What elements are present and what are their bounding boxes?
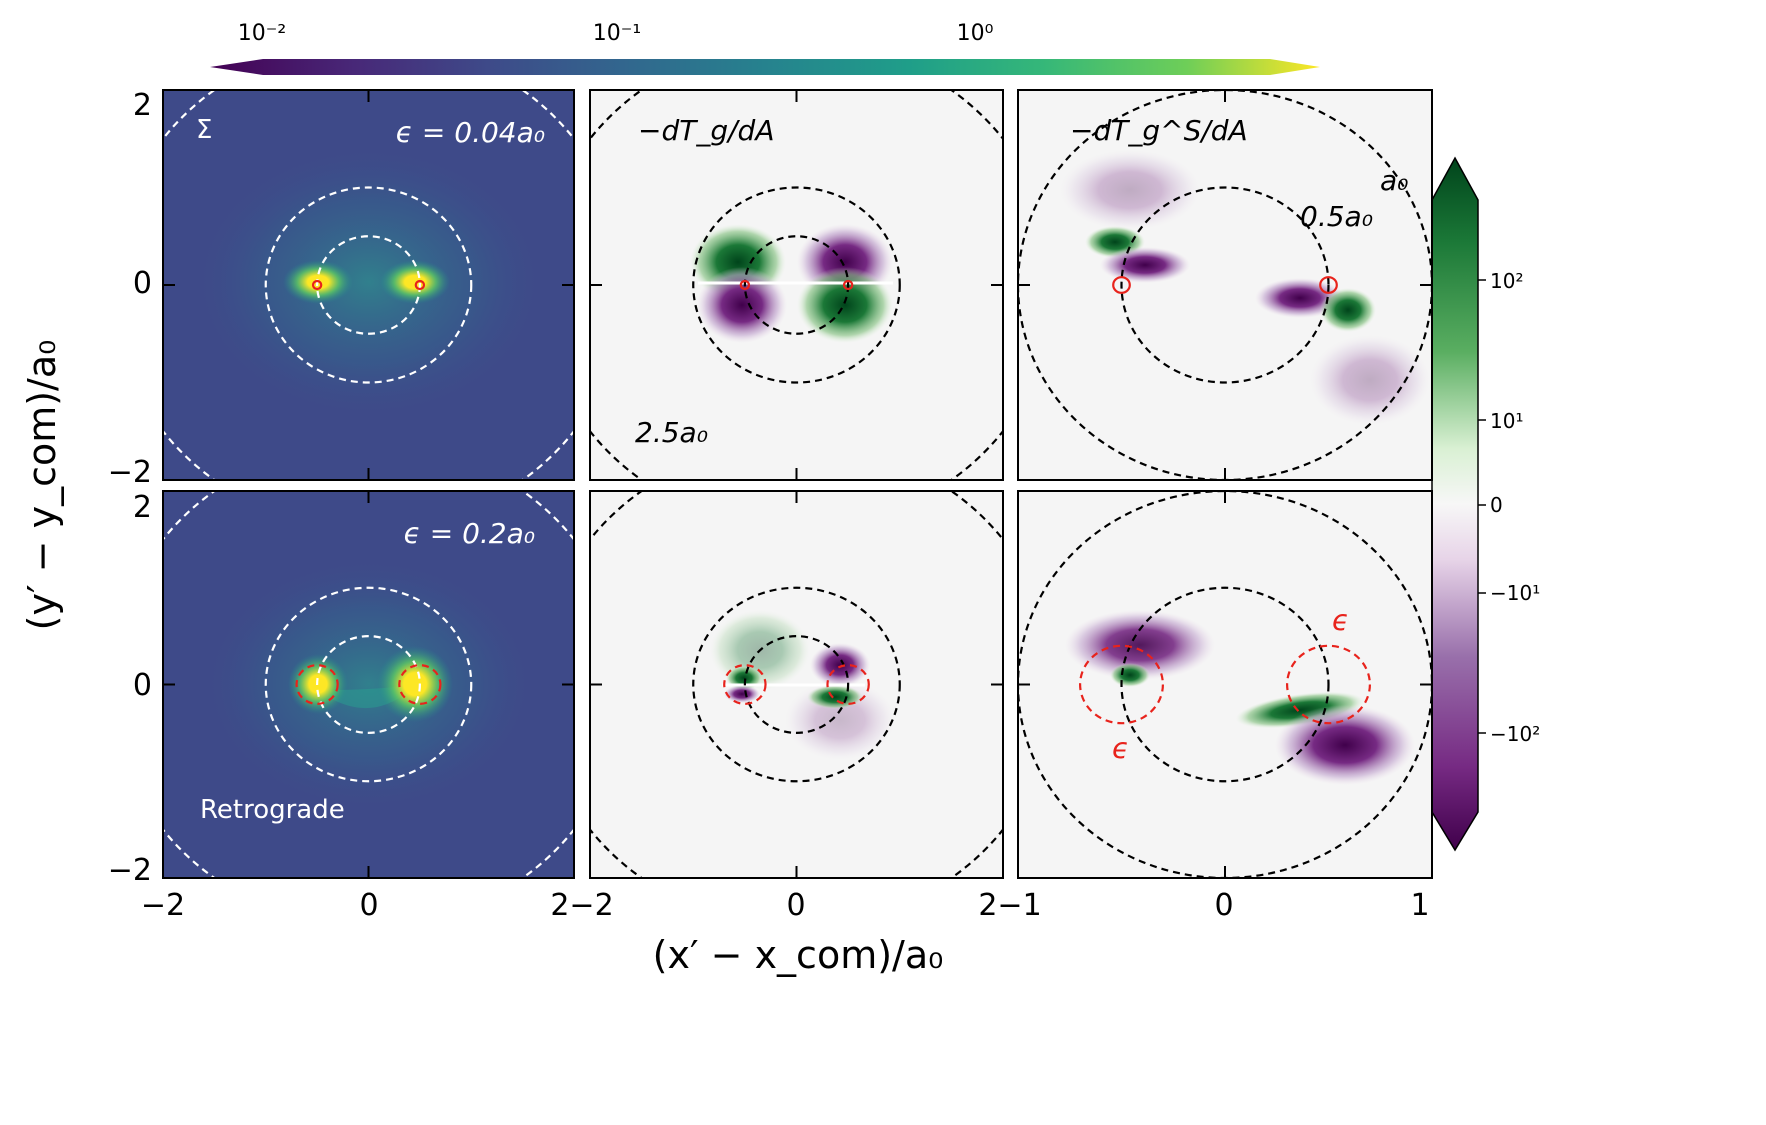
softening-circle bbox=[1112, 276, 1131, 294]
x-tick-label: 0 bbox=[1214, 888, 1233, 923]
softening-circle bbox=[295, 664, 339, 705]
dashed-ring bbox=[692, 586, 901, 783]
torque-lobe-purple bbox=[1100, 247, 1190, 283]
torque-lobe-green bbox=[797, 267, 893, 343]
ring-label-a0: a₀ bbox=[1380, 164, 1408, 197]
dashed-ring bbox=[743, 635, 850, 734]
left-tick-labels: 2 0 −2 2 0 −2 bbox=[108, 88, 152, 888]
panel-top-right bbox=[1018, 90, 1432, 480]
torque-lobe-purple bbox=[1065, 610, 1215, 680]
torque-colorbar-tick: 10² bbox=[1490, 269, 1523, 293]
panel-background bbox=[1018, 491, 1432, 878]
torque-lobe-green bbox=[807, 685, 863, 709]
density-colorbar-tick: 10⁻² bbox=[238, 21, 286, 46]
panel-background bbox=[590, 90, 1003, 480]
torque-lobe-purple-faint bbox=[1060, 150, 1200, 230]
softening-circle bbox=[1319, 276, 1338, 294]
torque-lobe-purple bbox=[810, 643, 870, 687]
y-tick-label: 2 bbox=[133, 88, 152, 123]
torque-colorbar-tick: 0 bbox=[1490, 493, 1503, 517]
torque-colorbar: 10² 10¹ 0 −10¹ −10² bbox=[1431, 156, 1540, 852]
dashed-ring bbox=[1120, 586, 1330, 783]
x-axis-label: (x′ − x_com)/a₀ bbox=[653, 933, 944, 977]
x-tick-label: 0 bbox=[786, 888, 805, 923]
disk-glow bbox=[189, 142, 549, 422]
softening-circle bbox=[311, 279, 323, 291]
softening-circle bbox=[826, 664, 870, 705]
eps-label-top: ϵ = 0.04a₀ bbox=[396, 116, 545, 149]
x-tick-label: −2 bbox=[141, 888, 185, 923]
torque-lobe-purple bbox=[1275, 705, 1415, 785]
dashed-ring bbox=[316, 635, 421, 734]
density-colorbar: 10⁻² 10⁻¹ 10⁰ bbox=[210, 21, 1320, 75]
softening-circle bbox=[414, 279, 426, 291]
density-colorbar-tick: 10⁻¹ bbox=[593, 21, 641, 46]
density-colorbar-bar bbox=[210, 59, 1320, 75]
x-tick-label: 0 bbox=[359, 888, 378, 923]
y-tick-label: −2 bbox=[108, 455, 152, 490]
tick-marks bbox=[162, 89, 1433, 879]
dashed-ring bbox=[1120, 186, 1330, 384]
softening-circle bbox=[1285, 644, 1371, 725]
torque-lobe-purple-faint bbox=[1310, 335, 1430, 425]
panel-bottom-middle bbox=[590, 491, 1003, 878]
bottom-tick-labels: −2 0 2−2 0 2−1 0 1 bbox=[141, 888, 1430, 923]
softening-label: ϵ bbox=[1112, 732, 1129, 765]
eps-label-bottom: ϵ = 0.2a₀ bbox=[404, 517, 535, 550]
dashed-ring bbox=[264, 586, 473, 783]
torque-label: −dT_g/dA bbox=[638, 114, 774, 147]
softening-circle bbox=[739, 279, 751, 291]
torque-colorbar-tick: −10¹ bbox=[1490, 581, 1540, 605]
dashed-ring bbox=[316, 235, 421, 335]
torque-lobe-purple bbox=[697, 267, 787, 343]
retrograde-label: Retrograde bbox=[200, 795, 345, 825]
x-tick-label: 2−2 bbox=[550, 888, 613, 923]
y-tick-label: 0 bbox=[133, 266, 152, 301]
body-glow bbox=[377, 646, 453, 722]
panel-bottom-right bbox=[1018, 491, 1432, 878]
dashed-ring bbox=[743, 235, 850, 335]
panel-top-middle bbox=[590, 90, 1003, 480]
softening-circle bbox=[398, 664, 442, 705]
panel-bottom-left bbox=[163, 491, 574, 878]
torque-lobe-green bbox=[1110, 663, 1150, 687]
torque-colorbar-bar bbox=[1431, 156, 1479, 852]
sigma-label: Σ bbox=[196, 115, 212, 145]
y-tick-label: −2 bbox=[108, 853, 152, 888]
softening-label: ϵ bbox=[1332, 604, 1349, 637]
torque-colorbar-tick: 10¹ bbox=[1490, 409, 1523, 433]
torque-s-label: −dT_g^S/dA bbox=[1070, 114, 1248, 147]
x-tick-label: 1 bbox=[1410, 888, 1429, 923]
disk-glow bbox=[199, 554, 539, 814]
y-tick-label: 2 bbox=[133, 490, 152, 525]
body-glow bbox=[380, 260, 450, 304]
softening-circle bbox=[1078, 644, 1164, 725]
torque-colorbar-tick: −10² bbox=[1490, 722, 1540, 746]
torque-lobe-purple bbox=[724, 685, 760, 703]
y-axis-label: (y′ − y_com)/a₀ bbox=[20, 340, 64, 631]
y-tick-label: 0 bbox=[133, 668, 152, 703]
dashed-ring bbox=[692, 186, 901, 384]
torque-lobe-green bbox=[1320, 288, 1376, 332]
ring-label-0.5a0: 0.5a₀ bbox=[1300, 200, 1373, 233]
x-tick-label: 2−1 bbox=[978, 888, 1041, 923]
dashed-ring bbox=[264, 186, 473, 384]
density-colorbar-tick: 10⁰ bbox=[957, 21, 994, 46]
softening-circle bbox=[842, 279, 854, 291]
softening-circle bbox=[723, 664, 767, 705]
ring-label-2.5a0: 2.5a₀ bbox=[635, 416, 708, 449]
panel-top-left bbox=[163, 90, 574, 480]
